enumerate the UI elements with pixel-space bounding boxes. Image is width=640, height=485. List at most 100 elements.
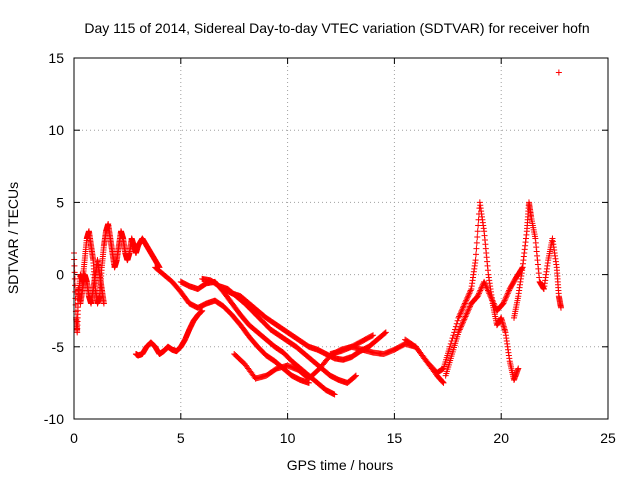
- x-tick-label: 20: [493, 430, 509, 446]
- data-point: [502, 294, 509, 301]
- series-points: [511, 199, 565, 321]
- data-point: [461, 301, 468, 308]
- data-point: [465, 306, 472, 313]
- series-points: [442, 264, 526, 379]
- data-point: [459, 304, 466, 311]
- data-point: [481, 280, 488, 287]
- data-point: [475, 291, 482, 298]
- data-point: [465, 293, 472, 300]
- data-point: [478, 284, 485, 291]
- data-point: [457, 310, 464, 317]
- data-point: [484, 286, 491, 293]
- data-point: [461, 316, 468, 323]
- data-point: [455, 329, 462, 336]
- data-point: [500, 299, 507, 306]
- data-point: [462, 313, 469, 320]
- data-point: [454, 317, 461, 324]
- data-point: [331, 391, 338, 398]
- data-point: [456, 326, 463, 333]
- data-point: [352, 372, 359, 379]
- data-point: [199, 307, 206, 314]
- series-points: [132, 307, 206, 359]
- data-point: [460, 317, 467, 324]
- data-point: [492, 303, 499, 310]
- data-point: [467, 288, 474, 295]
- data-point: [501, 297, 508, 304]
- data-point: [464, 309, 471, 316]
- x-tick-label: 5: [177, 430, 185, 446]
- data-point: [370, 332, 377, 339]
- data-point: [382, 330, 389, 337]
- data-point: [457, 325, 464, 332]
- data-point: [464, 294, 471, 301]
- data-point: [461, 314, 468, 321]
- data-point: [456, 313, 463, 320]
- data-point: [452, 323, 459, 330]
- data-point: [449, 335, 456, 342]
- series-points: [402, 199, 522, 384]
- data-point: [473, 245, 480, 252]
- data-point: [456, 312, 463, 319]
- data-point: [71, 275, 78, 282]
- data-point: [465, 291, 472, 298]
- data-point: [555, 69, 562, 76]
- data-point: [486, 290, 493, 297]
- data-point: [467, 303, 474, 310]
- data-point: [489, 297, 496, 304]
- data-point: [504, 291, 511, 298]
- data-point: [100, 300, 107, 307]
- data-point: [455, 314, 462, 321]
- data-point: [461, 300, 468, 307]
- data-point: [467, 287, 474, 294]
- x-tick-label: 15: [387, 430, 403, 446]
- data-point: [440, 379, 447, 386]
- data-point: [472, 251, 479, 258]
- series-points: [152, 264, 312, 386]
- data-point: [458, 309, 465, 316]
- y-tick-label: 5: [56, 194, 64, 210]
- data-point: [459, 320, 466, 327]
- data-point: [439, 378, 446, 385]
- data-point: [475, 222, 482, 229]
- data-point: [483, 283, 490, 290]
- data-point: [447, 340, 454, 347]
- data-point: [463, 297, 470, 304]
- data-point: [483, 284, 490, 291]
- x-tick-label: 25: [600, 430, 616, 446]
- data-point: [475, 290, 482, 297]
- y-tick-label: -10: [44, 411, 64, 427]
- data-point: [476, 288, 483, 295]
- data-point: [463, 296, 470, 303]
- data-point: [465, 307, 472, 314]
- y-tick-label: 0: [56, 267, 64, 283]
- data-point: [486, 291, 493, 298]
- data-point: [474, 293, 481, 300]
- series-points: [220, 286, 389, 363]
- data-point: [466, 290, 473, 297]
- x-tick-label: 10: [280, 430, 296, 446]
- series-points: [555, 69, 562, 76]
- data-point: [458, 323, 465, 330]
- data-point: [473, 239, 480, 246]
- data-point: [462, 299, 469, 306]
- data-point: [456, 327, 463, 334]
- y-tick-label: -5: [52, 339, 65, 355]
- data-point: [458, 322, 465, 329]
- y-axis-label: SDTVAR / TECUs: [5, 182, 21, 294]
- data-point: [515, 365, 522, 372]
- data-point: [481, 278, 488, 285]
- data-point: [500, 300, 507, 307]
- chart-title: Day 115 of 2014, Sidereal Day-to-day VTE…: [84, 20, 589, 36]
- data-point: [502, 296, 509, 303]
- data-point: [368, 332, 375, 339]
- data-point: [477, 286, 484, 293]
- data-point: [485, 288, 492, 295]
- data-point: [490, 300, 497, 307]
- data-point: [463, 310, 470, 317]
- data-point: [460, 303, 467, 310]
- data-point: [450, 332, 457, 339]
- data-point: [484, 287, 491, 294]
- data-point: [382, 329, 389, 336]
- data-point: [472, 257, 479, 264]
